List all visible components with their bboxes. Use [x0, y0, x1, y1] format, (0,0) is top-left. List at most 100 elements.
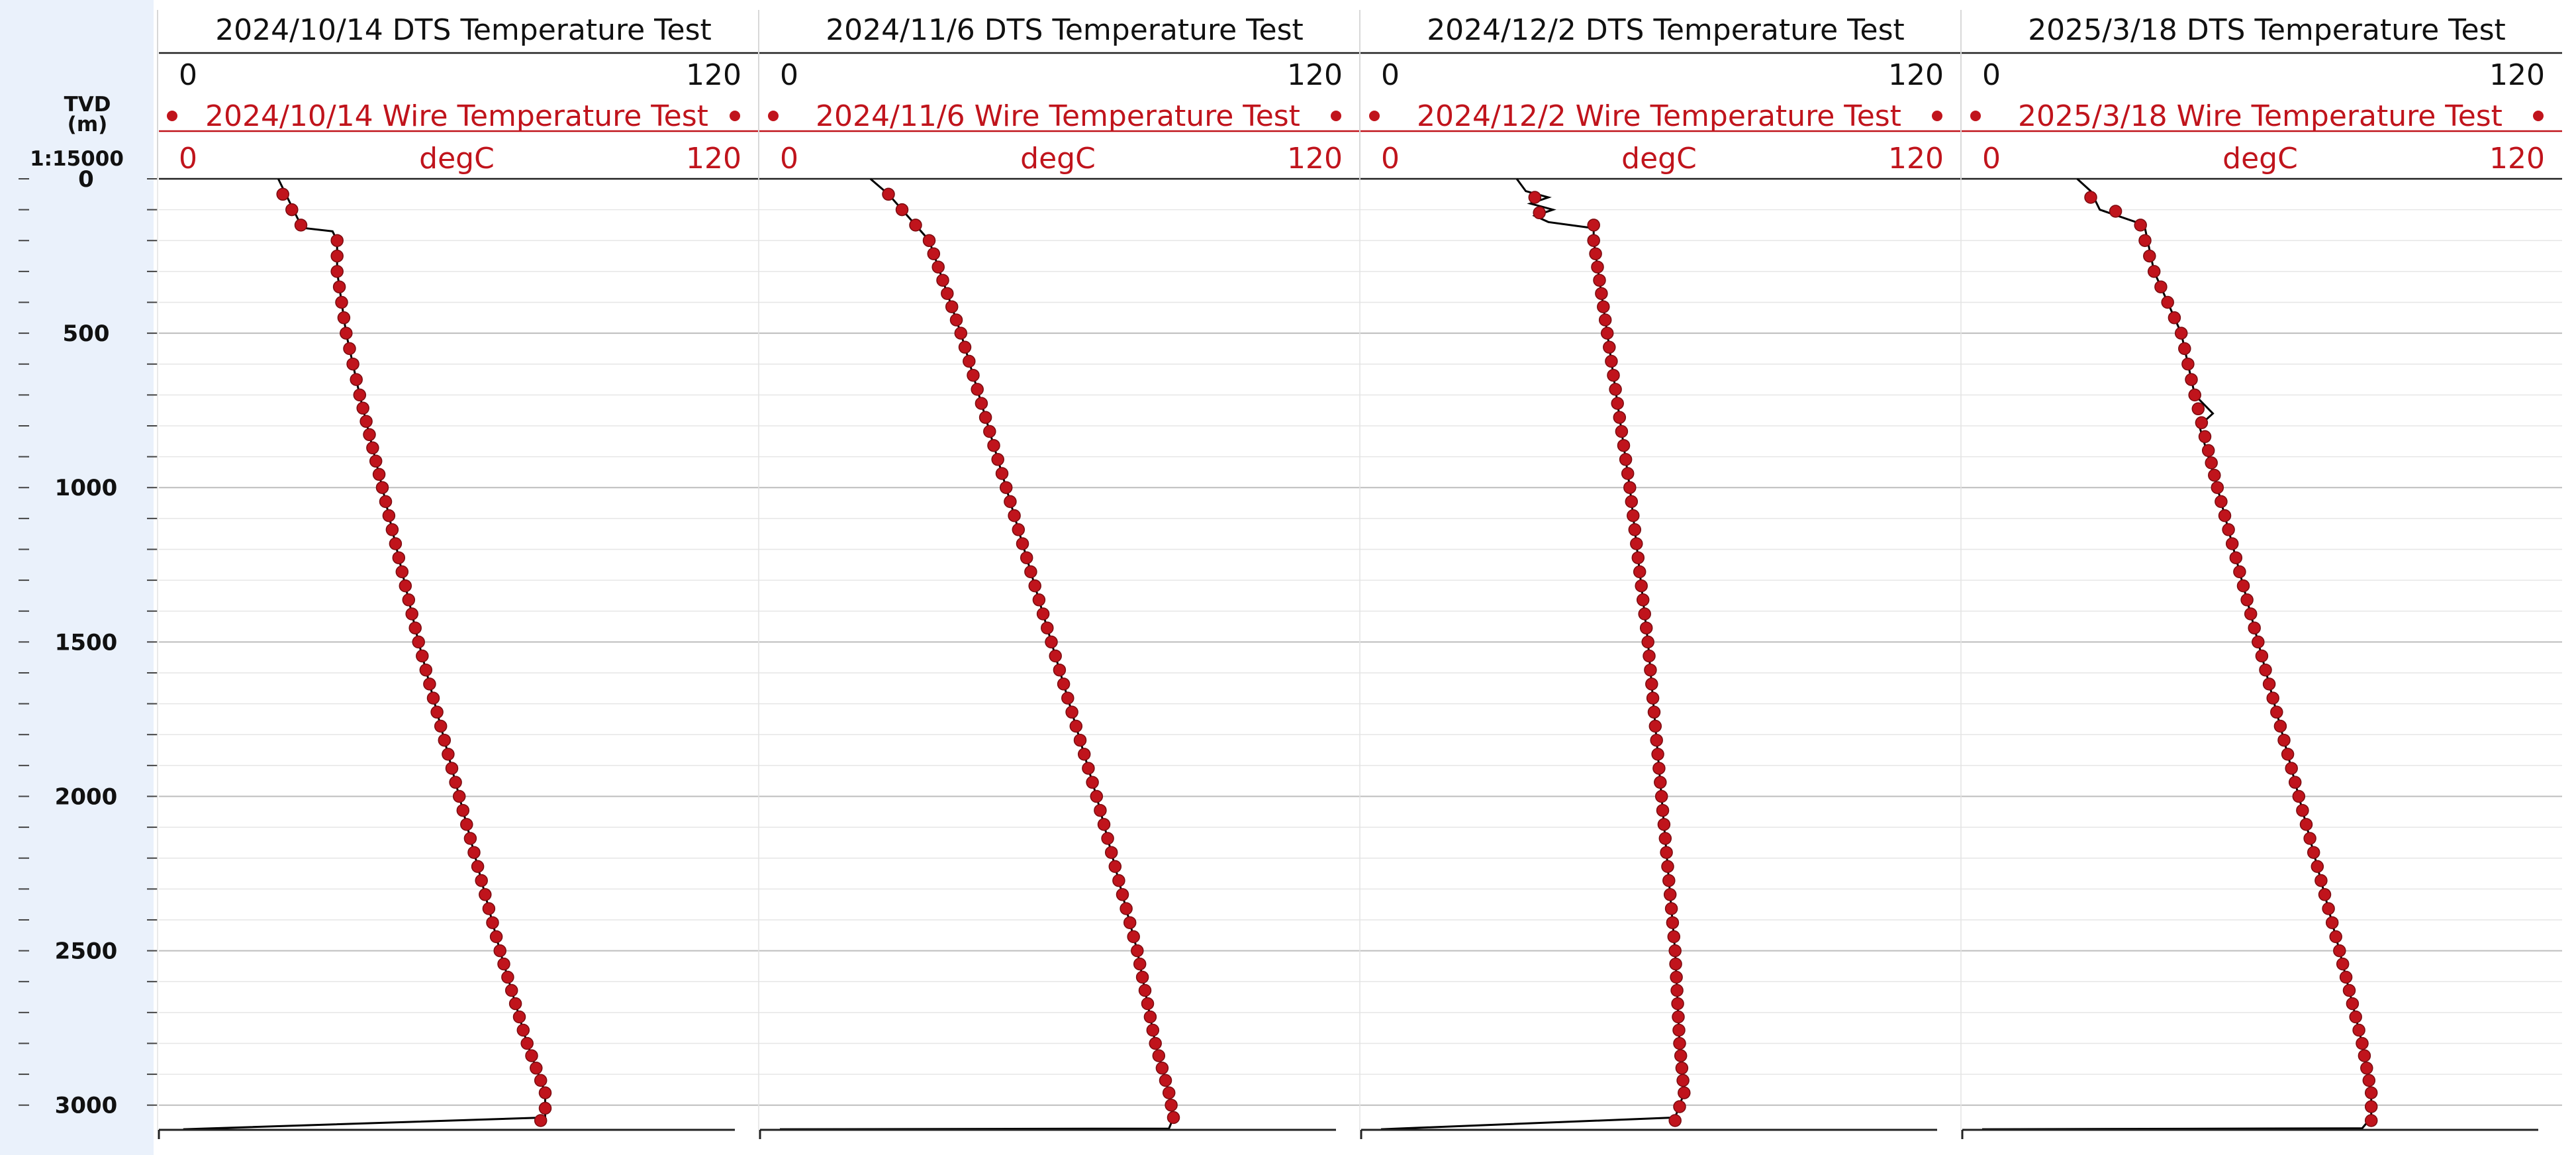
wire-data-point [963, 354, 976, 368]
wire-data-point [1057, 678, 1071, 691]
wire-data-point [1101, 832, 1114, 845]
wire-data-point [895, 203, 909, 217]
wire-data-point [1668, 1114, 1682, 1127]
wire-data-point [1165, 1098, 1178, 1112]
wire-data-point [463, 832, 477, 845]
wire-data-point [1020, 551, 1033, 564]
wire-data-point [434, 719, 448, 733]
depth-tick-label: 1500 [55, 629, 118, 656]
wire-data-point [2346, 997, 2360, 1011]
wire-data-point [1670, 970, 1683, 984]
wire-data-point [372, 468, 386, 481]
wire-legend-marker-left [768, 111, 779, 121]
depth-tick-label: 1000 [55, 475, 118, 501]
wire-data-point [1082, 762, 1095, 775]
wire-data-point [497, 957, 510, 971]
wire-data-point [922, 234, 936, 247]
wire-data-point [1662, 874, 1676, 887]
panel-4: 2025/3/18 DTS Temperature Test 0 120 2025/3… [1960, 10, 2545, 1139]
wire-data-point [2329, 930, 2342, 944]
wire-data-point [2311, 860, 2324, 874]
dts-scale-max: 120 [1888, 58, 1944, 92]
wire-data-point [1607, 368, 1620, 382]
wire-data-point [2349, 1010, 2362, 1024]
wire-data-point [2303, 832, 2316, 845]
wire-data-point [1077, 748, 1091, 761]
wire-data-point [1627, 509, 1640, 523]
wire-scale-max: 120 [686, 142, 741, 176]
wire-data-point [276, 187, 289, 201]
wire-data-point [2229, 551, 2243, 564]
wire-data-point [445, 762, 459, 775]
wire-data-point [2273, 719, 2287, 733]
wire-data-point [2281, 748, 2295, 761]
dts-track-title: 2025/3/18 DTS Temperature Test [2028, 13, 2506, 47]
wire-data-point [395, 565, 409, 579]
wire-scale-max: 120 [2489, 142, 2545, 176]
wire-scale-min: 0 [780, 142, 798, 176]
wire-data-point [1036, 607, 1050, 621]
wire-data-point [1651, 748, 1664, 761]
wire-data-point [983, 425, 996, 438]
wire-data-point [471, 860, 485, 874]
wire-data-point [1004, 495, 1017, 509]
wire-data-point [2318, 888, 2332, 901]
wire-scale-unit: degC [2222, 142, 2298, 176]
wire-data-point [1676, 1074, 1690, 1087]
wire-data-point [1664, 902, 1678, 915]
wire-data-point [1028, 579, 1041, 593]
wire-data-point [2185, 373, 2198, 386]
wire-data-point [945, 300, 959, 313]
wire-data-point [1631, 551, 1645, 564]
wire-data-point [359, 415, 373, 428]
wire-data-point [1644, 663, 1657, 677]
wire-data-point [2356, 1036, 2369, 1050]
dts-track-title: 2024/11/6 DTS Temperature Test [826, 13, 1304, 47]
wire-data-point [1138, 983, 1152, 997]
wire-data-point [1123, 916, 1137, 929]
wire-data-point [1120, 902, 1133, 915]
dts-scale-min: 0 [179, 58, 197, 92]
wire-data-point [1670, 983, 1684, 997]
wire-data-point [534, 1114, 548, 1127]
wire-temperature-points [276, 187, 552, 1127]
wire-data-point [392, 551, 406, 564]
wire-data-point [2225, 537, 2239, 550]
wire-data-point [2143, 249, 2156, 263]
wire-data-point [954, 326, 968, 340]
wire-data-point [2236, 579, 2250, 593]
wire-data-point [1167, 1111, 1180, 1125]
wire-data-point [1672, 1010, 1685, 1024]
wire-data-point [1672, 1023, 1686, 1037]
wire-data-point [430, 705, 444, 719]
wire-data-point [2314, 874, 2328, 887]
wire-data-point [475, 874, 488, 887]
wire-data-point [1061, 691, 1074, 705]
wire-data-point [350, 373, 363, 386]
wire-data-point [1149, 1036, 1162, 1050]
wire-data-point [2211, 481, 2224, 494]
wire-data-point [508, 997, 522, 1011]
wire-data-point [512, 1010, 526, 1024]
wire-data-point [1635, 579, 1648, 593]
wire-data-point [2248, 621, 2261, 634]
wire-data-point [2342, 983, 2356, 997]
dts-scale-max: 120 [686, 58, 741, 92]
wire-data-point [501, 970, 514, 984]
wire-data-point [1159, 1074, 1172, 1087]
wire-data-point [1587, 219, 1600, 232]
wire-data-point [504, 983, 518, 997]
wire-data-point [2296, 803, 2309, 817]
depth-grid [159, 209, 2562, 1106]
dts-scale-min: 0 [780, 58, 798, 92]
wire-data-point [1587, 234, 1600, 247]
wire-data-point [2147, 265, 2161, 278]
wire-data-point [538, 1086, 552, 1099]
wire-data-point [1621, 467, 1635, 480]
wire-data-point [330, 249, 344, 263]
panel-3: 2024/12/2 DTS Temperature Test 0 120 2024/1… [1359, 10, 1944, 1139]
wire-data-point [1609, 383, 1622, 396]
wire-scale-max: 120 [1888, 142, 1944, 176]
